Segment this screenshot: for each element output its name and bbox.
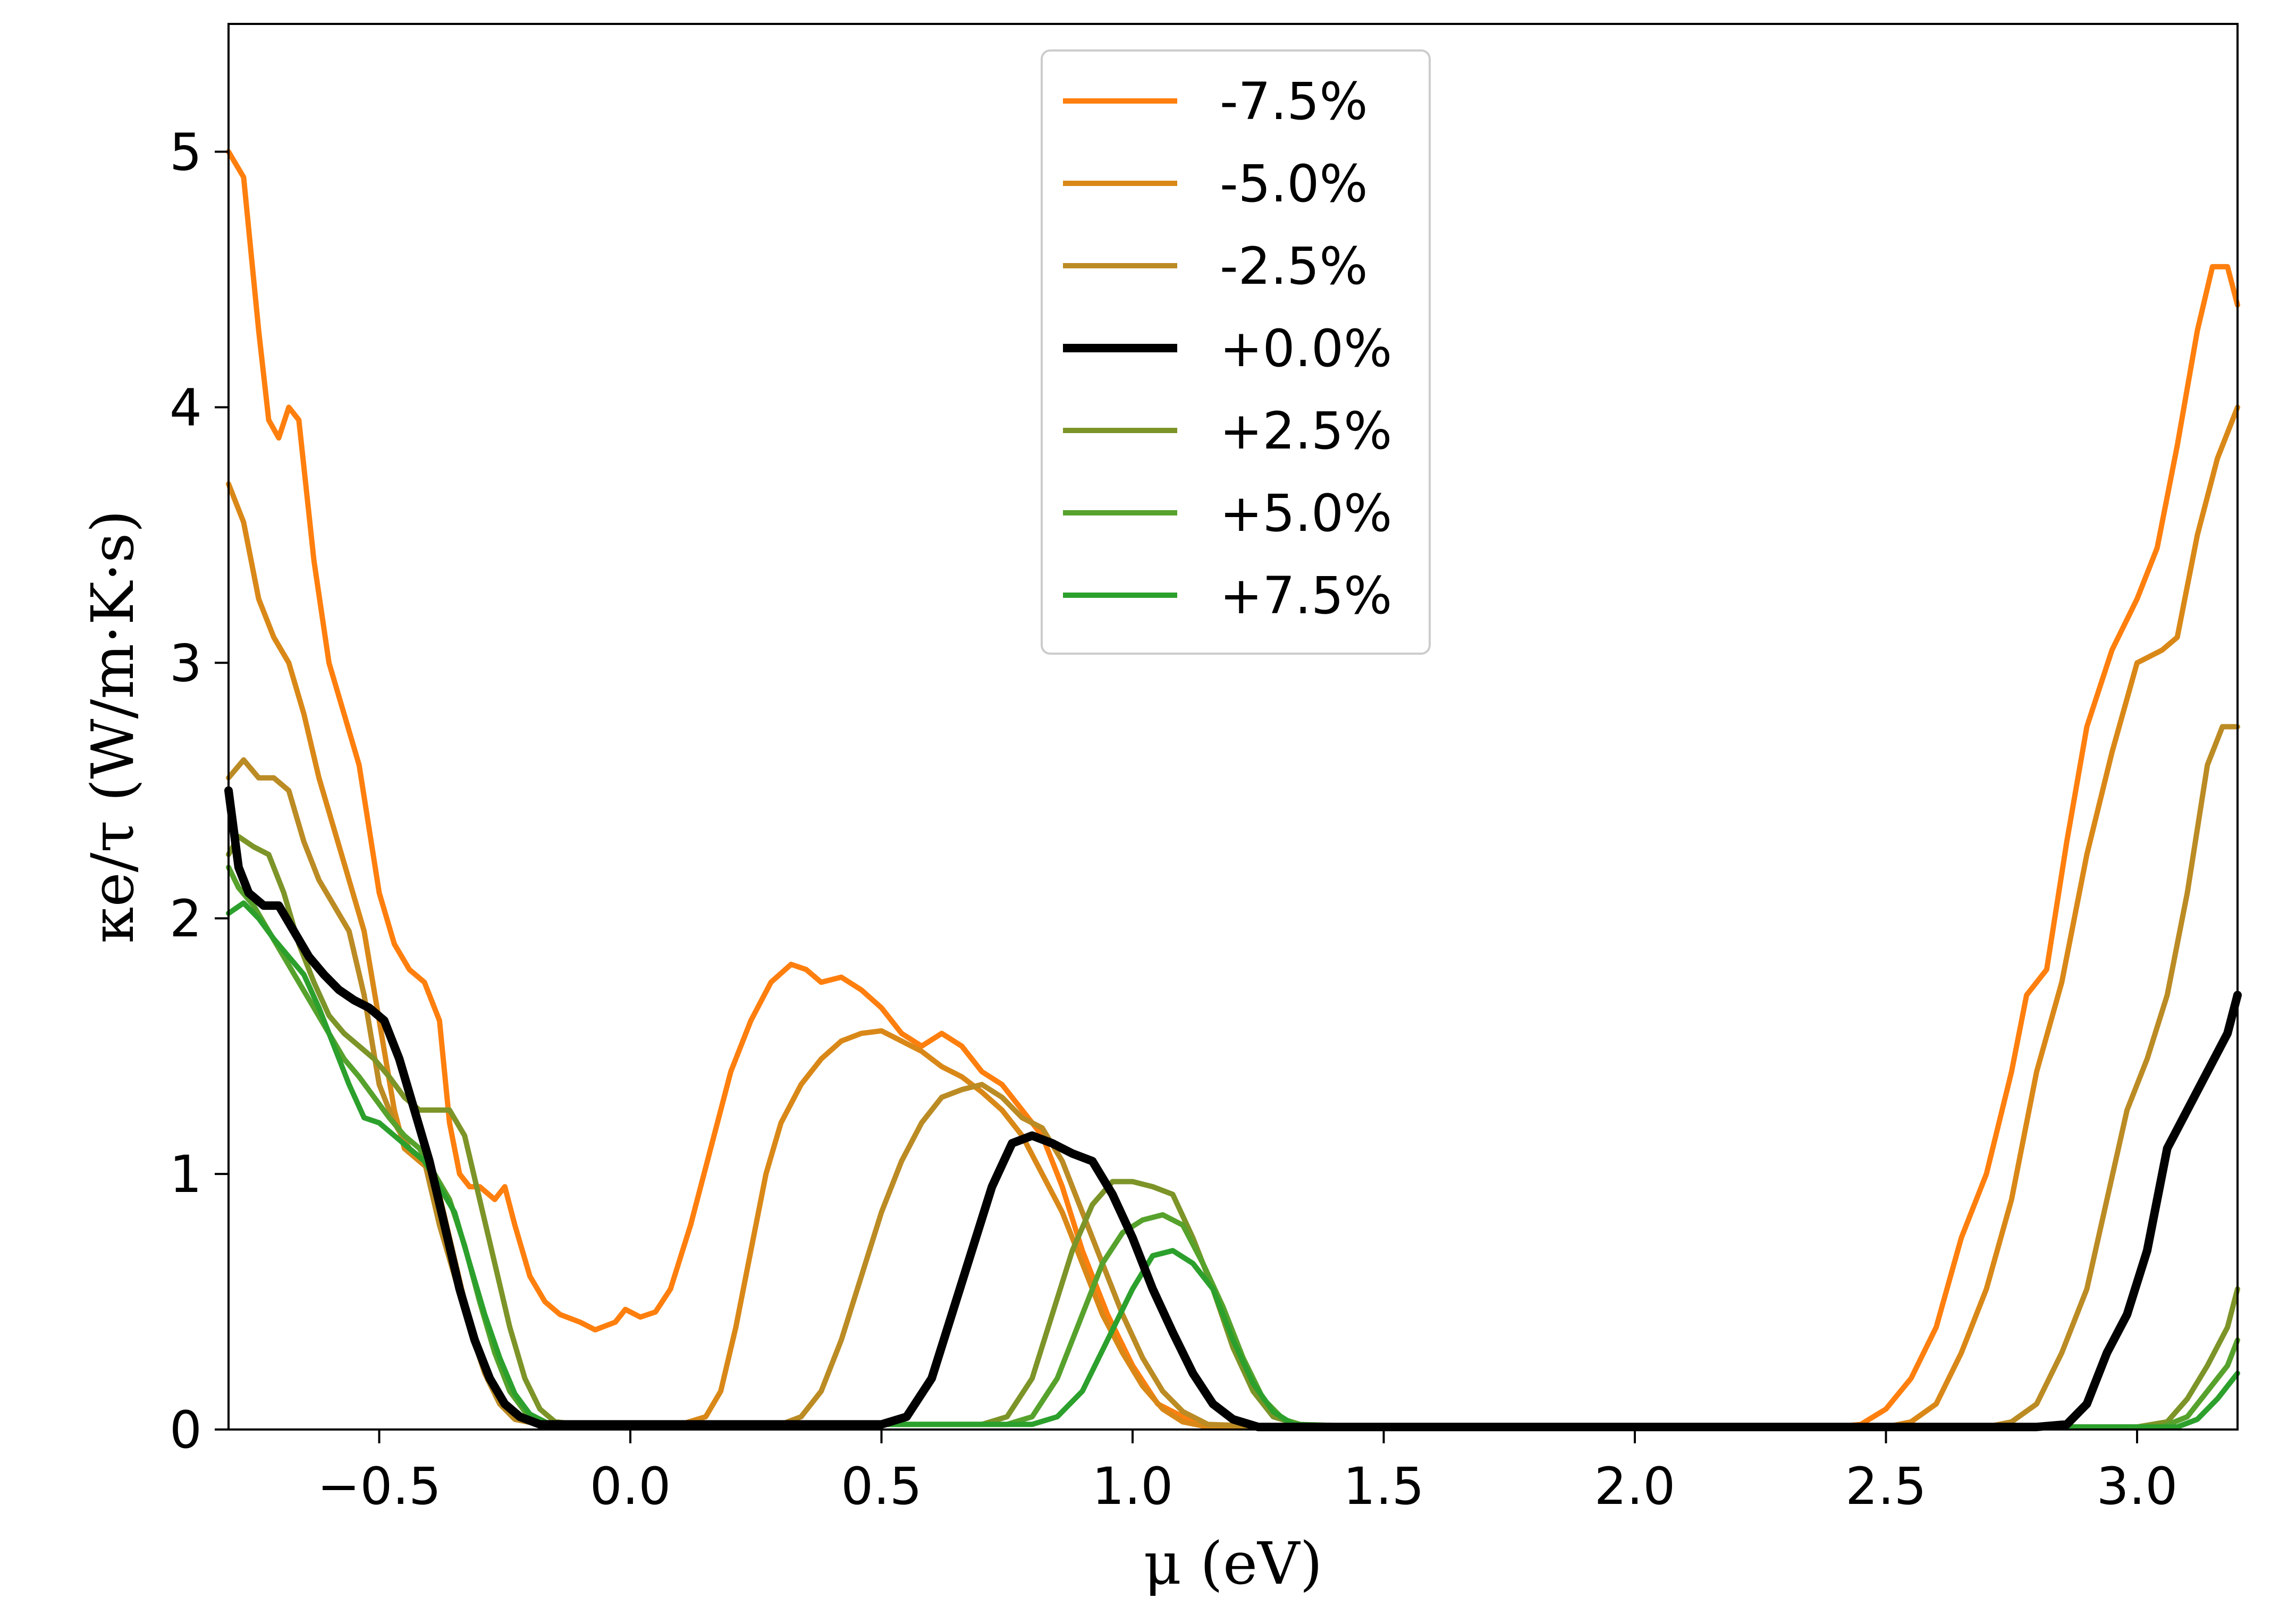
plot-frame — [227, 23, 2239, 1431]
x-tick-label: 2.5 — [1845, 1457, 1927, 1516]
series-line-1 — [226, 404, 2240, 1430]
series-line-6 — [226, 900, 2240, 1430]
x-tick-label: 1.0 — [1092, 1457, 1174, 1516]
legend-label: -7.5% — [1220, 72, 1368, 131]
x-tick-label: 0.5 — [841, 1457, 922, 1516]
legend-label: +0.0% — [1220, 319, 1392, 378]
series-layer — [224, 149, 2242, 1432]
y-tick-label: 0 — [170, 1400, 202, 1460]
x-axis-title: μ (eV) — [1144, 1529, 1323, 1597]
series-line-3 — [224, 786, 2242, 1432]
y-tick-label: 1 — [170, 1145, 202, 1204]
y-tick-label: 3 — [170, 633, 202, 693]
x-tick-label: 1.5 — [1343, 1457, 1424, 1516]
y-axis-title: κe/τ (W/m·K·s) — [79, 510, 147, 944]
legend-label: -2.5% — [1220, 236, 1368, 296]
legend-box — [1041, 49, 1431, 655]
x-tick-label: 0.0 — [590, 1457, 671, 1516]
y-tick-label: 2 — [170, 889, 202, 949]
legend: -7.5% -5.0% -2.5% +0.0% +2.5% +5.0% +7.5% — [1041, 49, 1431, 655]
series-line-2 — [226, 724, 2240, 1430]
y-axis: 0 1 2 3 4 5 — [170, 122, 229, 1460]
x-tick-label: 2.0 — [1594, 1457, 1676, 1516]
legend-label: +5.0% — [1220, 484, 1392, 543]
legend-label: +7.5% — [1220, 566, 1392, 625]
y-tick-label: 5 — [170, 122, 202, 182]
x-axis: −0.5 0.0 0.5 1.0 1.5 2.0 2.5 3.0 — [317, 1430, 2177, 1516]
series-line-0 — [226, 149, 2240, 1430]
x-tick-label: 3.0 — [2097, 1457, 2178, 1516]
legend-label: +2.5% — [1220, 401, 1392, 461]
x-tick-label: −0.5 — [317, 1457, 441, 1516]
legend-label: -5.0% — [1220, 154, 1368, 214]
y-tick-label: 4 — [170, 378, 202, 437]
